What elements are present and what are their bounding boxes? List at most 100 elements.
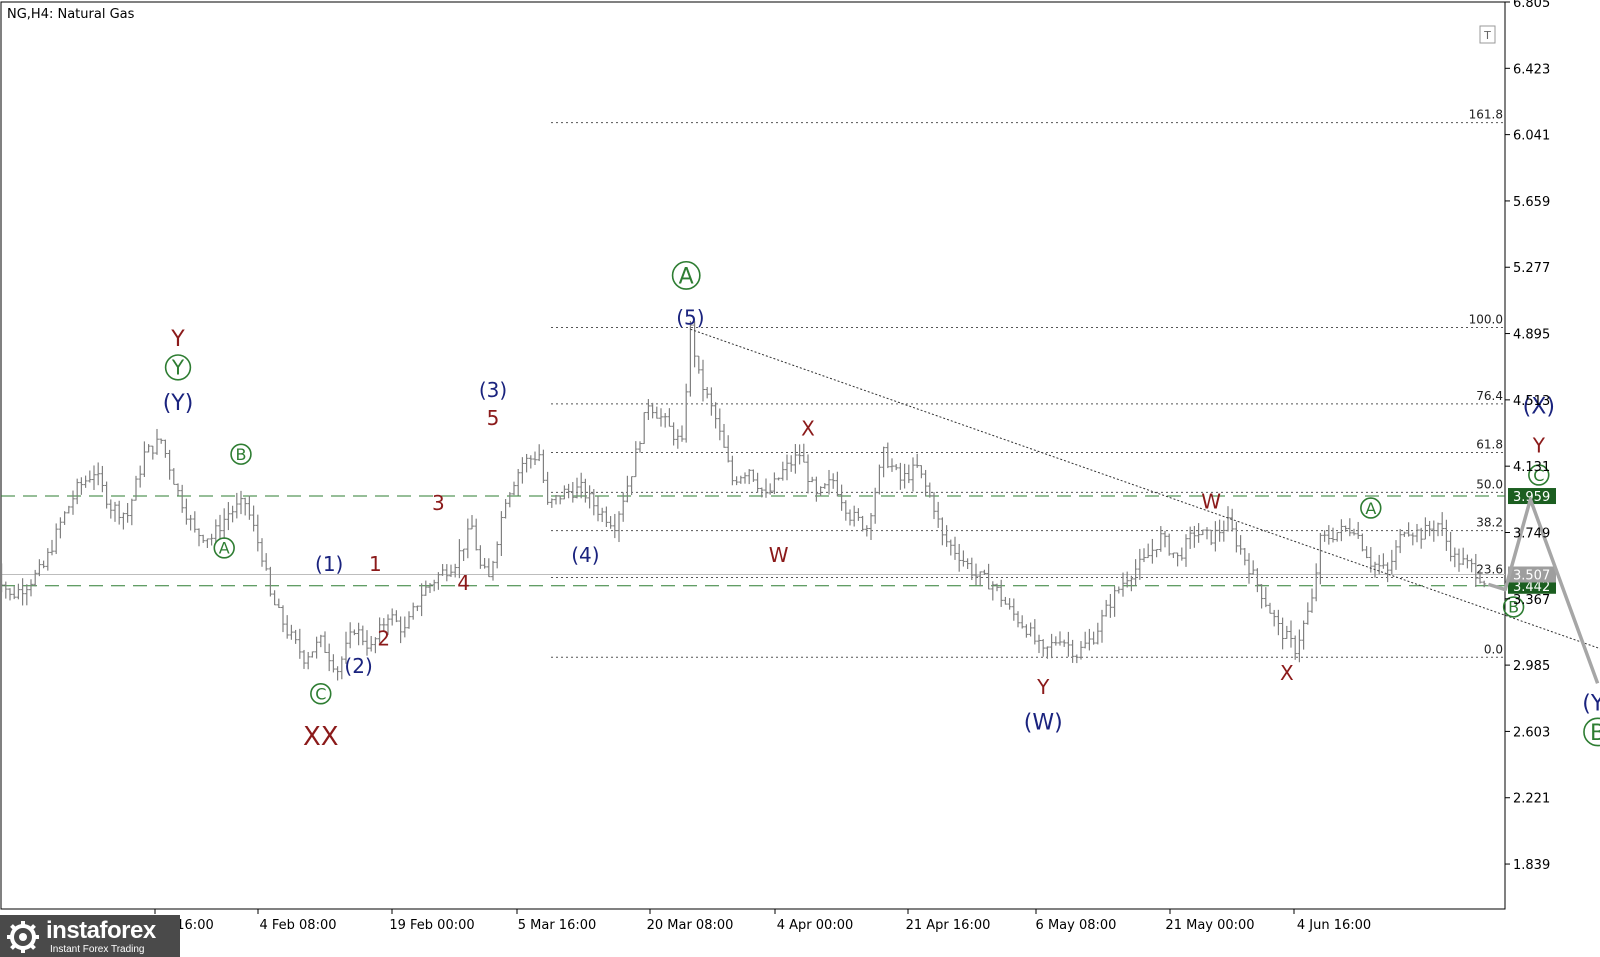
price-bar (663, 413, 668, 428)
price-bar (747, 469, 752, 485)
price-bar (671, 422, 676, 446)
price-bar (738, 475, 743, 484)
price-bar (184, 498, 189, 525)
price-bar (226, 502, 231, 531)
wave-label-text: C (315, 685, 326, 704)
price-bar (1297, 629, 1302, 663)
price-bar (1192, 525, 1197, 548)
price-tick-label: 3.749 (1513, 526, 1550, 541)
price-bar (621, 492, 626, 522)
price-bar (1230, 508, 1235, 532)
price-bar (474, 518, 479, 551)
price-bar (881, 446, 886, 478)
instaforex-gear-icon (7, 921, 39, 953)
price-bar (1200, 529, 1205, 536)
price-bar (159, 438, 164, 444)
price-bar (1280, 617, 1285, 650)
price-bar (709, 387, 714, 416)
price-bar (1293, 635, 1298, 660)
price-bar (1238, 535, 1243, 555)
price-bar (1356, 521, 1361, 539)
price-bar (1457, 548, 1461, 572)
price-bar (176, 483, 180, 496)
price-bar (1154, 549, 1159, 558)
price-bar (701, 359, 705, 402)
wave-label-text: X (801, 416, 815, 440)
price-bar (1209, 529, 1214, 546)
price-bar (1171, 552, 1176, 559)
price-bar (444, 564, 449, 582)
price-bar (591, 489, 596, 516)
price-bar (281, 605, 285, 633)
price-bar (1058, 631, 1062, 646)
price-bar (327, 643, 332, 672)
price-bar (440, 564, 445, 576)
price-bar (297, 628, 302, 659)
fib-level-label: 23.6 (1476, 562, 1503, 576)
price-bar (66, 505, 71, 514)
wave-label: 4 (457, 571, 470, 595)
price-bar (125, 503, 130, 523)
price-bar (1049, 633, 1054, 659)
price-bar (1032, 619, 1037, 645)
template-button[interactable]: T (1479, 25, 1496, 44)
wave-label-circle (164, 354, 192, 381)
fibonacci-levels: 161.8 100.0 76.4 61.8 50.0 38.2 23.6 0.0 (551, 108, 1505, 658)
price-bar (772, 472, 777, 495)
price-bar (1419, 527, 1424, 549)
forecast-path (1487, 497, 1600, 684)
price-tick-label: 6.805 (1513, 0, 1550, 11)
wave-label-text: (5) (676, 305, 704, 329)
price-bar (785, 454, 789, 481)
wave-label: Y (1532, 434, 1546, 458)
wave-label: (W) (1024, 710, 1063, 735)
price-bar (1331, 527, 1335, 543)
price-bar (1314, 563, 1319, 602)
price-bar (1087, 628, 1092, 651)
price-bar (1335, 532, 1340, 542)
price-tick-label: 4.895 (1513, 328, 1550, 343)
price-bar (927, 482, 932, 498)
price-bar (507, 492, 512, 508)
price-level-badge-label: 3.959 (1513, 490, 1550, 505)
price-tick-label: 5.659 (1513, 195, 1550, 210)
price-bar (134, 475, 138, 501)
svg-text:T: T (1483, 29, 1491, 42)
wave-label: X (801, 416, 815, 440)
price-bar (369, 635, 374, 652)
price-bar (1045, 646, 1050, 659)
price-bar (344, 631, 348, 664)
time-tick-label: 6 May 08:00 (1036, 918, 1117, 933)
price-bar (1024, 624, 1029, 638)
price-bar (713, 402, 718, 429)
price-bar (1318, 532, 1323, 585)
price-bar (209, 533, 214, 546)
price-bar (0, 563, 4, 593)
price-bar (654, 406, 659, 419)
price-bar (499, 511, 504, 557)
price-bar (276, 598, 281, 609)
price-bar (1100, 609, 1104, 643)
price-bar (528, 455, 533, 469)
wave-label-text: X (1280, 661, 1294, 685)
fib-level-label: 76.4 (1476, 389, 1503, 403)
wave-label-circle (1502, 596, 1525, 618)
price-bar (339, 656, 344, 680)
price-bar (520, 457, 525, 484)
price-bar (1213, 521, 1218, 552)
price-bar (386, 614, 390, 635)
price-bar (890, 458, 894, 472)
price-bar (965, 558, 970, 570)
price-level-badge-label: 3.442 (1513, 580, 1550, 595)
wave-label-text: (4) (571, 543, 599, 567)
price-bar (558, 495, 563, 505)
price-bar (1234, 521, 1239, 553)
wave-label-text: Y (170, 327, 185, 352)
price-bar (1217, 519, 1222, 542)
price-tick-label: 4.131 (1513, 460, 1550, 475)
price-bar (797, 444, 802, 465)
price-bar (982, 569, 987, 575)
price-bar (302, 649, 306, 669)
price-bar (356, 622, 361, 646)
